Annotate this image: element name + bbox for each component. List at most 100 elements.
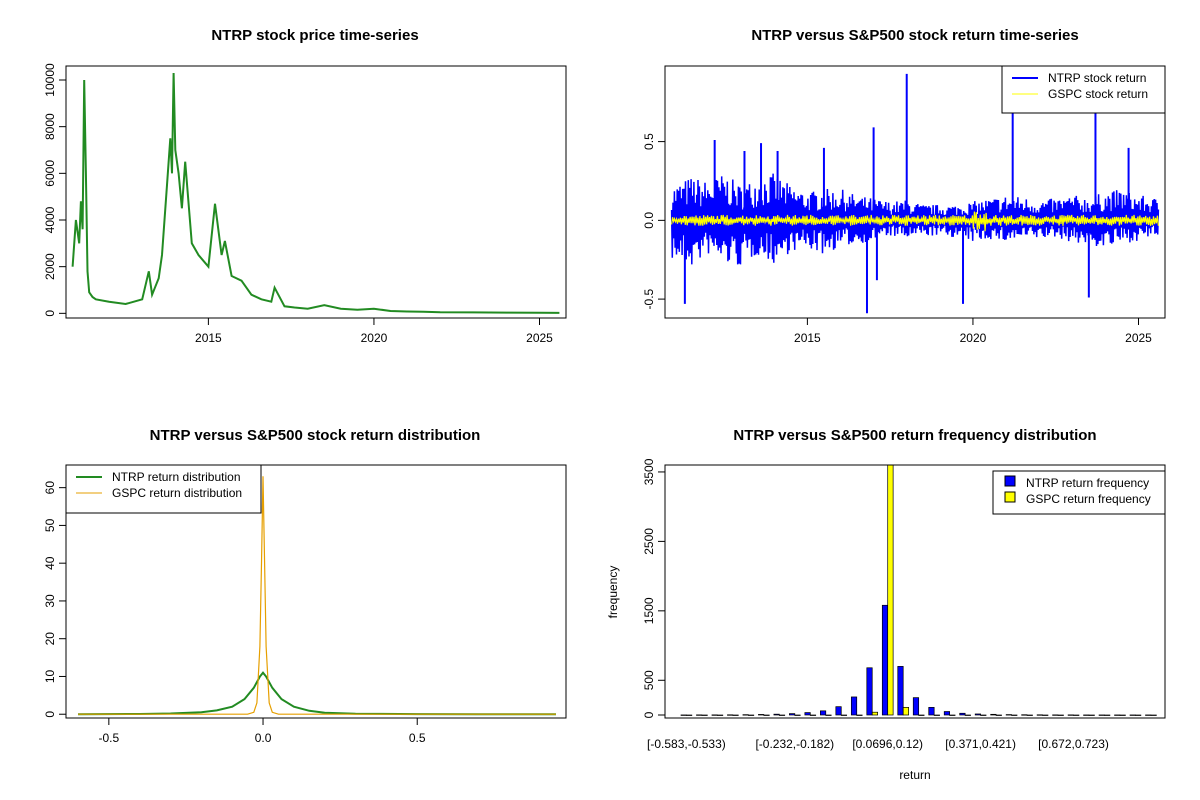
y-tick-label: 500: [642, 670, 656, 690]
gspc-bar: [748, 714, 755, 716]
gspc-bar: [964, 714, 971, 716]
gspc-bar: [980, 714, 987, 716]
gspc-bar: [732, 714, 739, 716]
x-tick-label: -0.5: [98, 731, 119, 745]
gspc-bar: [1042, 714, 1049, 716]
x-tick-label: 2020: [361, 331, 388, 345]
legend-frequency-swatch: [1004, 491, 1016, 503]
y-axis-label: frequency: [606, 566, 620, 619]
legend-frequency-label: NTRP return frequency: [1026, 476, 1149, 490]
ntrp-bar: [696, 714, 703, 716]
plot-frame-1: [65, 65, 567, 319]
ntrp-bar: [912, 697, 920, 716]
ntrp-bar: [804, 712, 811, 716]
y-tick-label: 30: [43, 594, 57, 608]
gspc-bar: [686, 714, 693, 716]
gspc-bar: [1026, 714, 1033, 716]
ntrp-bar: [1036, 714, 1043, 716]
x-category-label: [-0.583,-0.533): [647, 737, 726, 751]
gspc-bar: [918, 714, 925, 716]
y-tick-label: 8000: [43, 113, 57, 140]
ntrp-bar: [773, 713, 780, 716]
gspc-bar: [933, 714, 940, 716]
x-axis-label: return: [899, 768, 930, 782]
y-tick-label: -0.5: [642, 288, 656, 309]
gspc-bar: [1073, 714, 1080, 716]
legend-density-label: NTRP return distribution: [112, 470, 241, 484]
ntrp-bar: [727, 714, 734, 716]
ntrp-bar: [866, 667, 873, 716]
y-tick-label: 40: [43, 556, 57, 570]
ntrp-bar: [974, 713, 981, 716]
ntrp-bar: [1005, 714, 1012, 716]
gspc-bar: [778, 714, 786, 716]
chart-title: NTRP versus S&P500 stock return distribu…: [150, 427, 481, 444]
legend-frequency-label: GSPC return frequency: [1026, 492, 1151, 506]
gspc-bar: [856, 714, 863, 716]
x-tick-label: 2020: [960, 331, 987, 345]
x-tick-label: 2025: [1125, 331, 1152, 345]
ntrp-bar: [835, 706, 842, 716]
ntrp-bar: [959, 712, 966, 716]
gspc-bar: [1011, 714, 1018, 716]
ntrp-bar: [789, 713, 796, 716]
gspc-bar: [840, 714, 848, 716]
ntrp-bar: [1067, 714, 1074, 716]
y-tick-label: 6000: [43, 160, 57, 187]
ntrp-bar: [990, 713, 997, 716]
y-tick-label: 0: [43, 711, 57, 718]
ntrp-bar: [1098, 714, 1105, 716]
y-tick-label: 0.0: [642, 212, 656, 229]
ntrp-bar: [758, 714, 765, 716]
ntrp-bar: [680, 714, 687, 716]
gspc-bar: [1135, 714, 1142, 716]
legend-returns-label: NTRP stock return: [1048, 71, 1146, 85]
x-category-label: [-0.232,-0.182): [755, 737, 834, 751]
gspc-bar: [887, 464, 894, 716]
ntrp-bar: [897, 666, 904, 716]
ntrp-bar: [1052, 714, 1059, 716]
gspc-bar: [949, 714, 956, 716]
ntrp-bar: [881, 604, 889, 716]
ntrp-bar: [1145, 714, 1152, 716]
ntrp-bar: [928, 707, 935, 716]
x-tick-label: 2025: [526, 331, 553, 345]
gspc-bar: [809, 714, 817, 716]
gspc-bar: [825, 714, 832, 716]
gspc-bar: [1104, 714, 1111, 716]
gspc-bar: [871, 711, 878, 716]
gspc-bar: [1088, 714, 1095, 716]
plot-frame-3: [65, 464, 567, 719]
legend-returns-label: GSPC stock return: [1048, 87, 1148, 101]
y-tick-label: 0: [43, 310, 57, 317]
ntrp-bar: [742, 714, 749, 716]
chart-title: NTRP versus S&P500 return frequency dist…: [733, 427, 1096, 444]
plot-frame-4: [664, 464, 1166, 719]
legend-density-label: GSPC return distribution: [112, 486, 242, 500]
gspc-bar: [1057, 714, 1064, 716]
x-tick-label: 0.0: [255, 731, 272, 745]
gspc-bar: [717, 714, 724, 716]
y-tick-label: 60: [43, 481, 57, 495]
gspc-bar: [701, 714, 708, 716]
y-tick-label: 4000: [43, 206, 57, 233]
ntrp-bar: [1129, 714, 1136, 716]
ntrp-bar: [1083, 714, 1090, 716]
gspc-bar: [1119, 714, 1126, 716]
chart-title: NTRP versus S&P500 stock return time-ser…: [751, 27, 1078, 44]
x-tick-label: 2015: [195, 331, 222, 345]
y-tick-label: 50: [43, 518, 57, 532]
legend-returns-box: [1001, 65, 1166, 114]
y-tick-label: 0.5: [642, 133, 656, 150]
y-tick-label: 10000: [43, 63, 57, 97]
gspc-bar: [995, 714, 1002, 716]
x-tick-label: 2015: [794, 331, 821, 345]
gspc-density-line: [78, 476, 556, 715]
legend-frequency-swatch: [1004, 475, 1016, 487]
ntrp-bar: [943, 711, 950, 716]
gspc-return-line: [671, 211, 1159, 232]
y-tick-label: 3500: [642, 458, 656, 485]
price-line: [71, 72, 560, 314]
gspc-bar: [1150, 714, 1157, 716]
